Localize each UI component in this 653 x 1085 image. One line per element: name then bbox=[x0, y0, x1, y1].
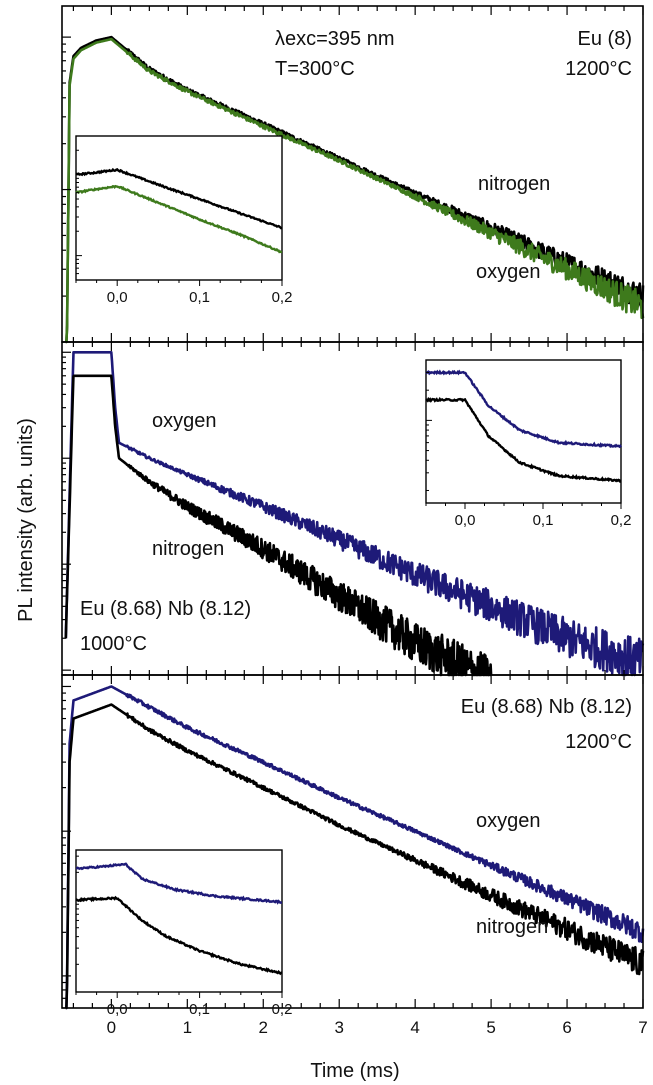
x-tick-label: 2 bbox=[259, 1018, 268, 1037]
x-tick-labels: 0 1 2 3 4 5 6 7 bbox=[107, 1018, 648, 1037]
x-tick-label: 6 bbox=[562, 1018, 571, 1037]
x-tick-label: 7 bbox=[638, 1018, 647, 1037]
series-line-oxygen bbox=[65, 37, 645, 344]
panel-bottom: 0,0 0,1 0,2 bbox=[61, 674, 645, 1018]
inset-x-tick-label: 0,1 bbox=[533, 512, 554, 529]
inset-x-tick-label: 0,0 bbox=[107, 1001, 128, 1018]
panels-group: 0,0 0,1 0,2 0,0 0,1 0,2 0,0 0,1 0,2 0 1 2 3 4 5 6 7 bbox=[61, 5, 648, 1037]
x-tick-label: 3 bbox=[334, 1018, 343, 1037]
inset-series-oxygen bbox=[75, 862, 283, 905]
inset-frame bbox=[75, 849, 283, 993]
inset-series-oxygen bbox=[75, 184, 283, 254]
x-tick-label: 4 bbox=[410, 1018, 419, 1037]
x-tick-label: 0 bbox=[107, 1018, 116, 1037]
inset-x-tick-label: 0,2 bbox=[272, 1001, 293, 1018]
excitation-wavelength-label: λexc=395 nm bbox=[275, 28, 395, 50]
panel-top: 0,0 0,1 0,2 bbox=[61, 5, 645, 344]
inset-series-nitrogen bbox=[75, 167, 282, 230]
inset-x-tick-label: 0,2 bbox=[272, 289, 293, 306]
x-axis-title: Time (ms) bbox=[310, 1060, 399, 1082]
inset-series-nitrogen bbox=[75, 895, 283, 976]
series-label-oxygen-top: oxygen bbox=[476, 261, 541, 283]
series-label-nitrogen-middle: nitrogen bbox=[152, 538, 224, 560]
x-tick-label: 1 bbox=[183, 1018, 192, 1037]
panel-frame bbox=[61, 674, 644, 1009]
series-label-nitrogen-bottom: nitrogen bbox=[476, 916, 548, 938]
inset-middle: 0,0 0,1 0,2 bbox=[425, 359, 632, 529]
panel-middle: 0,0 0,1 0,2 bbox=[61, 341, 645, 677]
inset-x-tick-label: 0,0 bbox=[455, 512, 476, 529]
inset-frame bbox=[75, 135, 283, 281]
series-line-oxygen bbox=[65, 685, 645, 1010]
series-label-nitrogen-top: nitrogen bbox=[478, 173, 550, 195]
inset-x-tick-label: 0,1 bbox=[189, 289, 210, 306]
anneal-temp-label-bottom: 1200°C bbox=[565, 731, 632, 753]
series-label-oxygen-bottom: oxygen bbox=[476, 810, 541, 832]
sample-label-top: Eu (8) bbox=[578, 28, 632, 50]
sample-label-middle: Eu (8.68) Nb (8.12) bbox=[80, 598, 251, 620]
sample-label-bottom: Eu (8.68) Nb (8.12) bbox=[461, 696, 632, 718]
inset-series-nitrogen bbox=[425, 396, 622, 483]
inset-x-tick-label: 0,1 bbox=[189, 1001, 210, 1018]
series-line-oxygen bbox=[64, 351, 645, 677]
x-tick-label: 5 bbox=[486, 1018, 495, 1037]
anneal-temp-label-top: 1200°C bbox=[565, 58, 632, 80]
inset-series-oxygen bbox=[425, 369, 623, 449]
series-line-nitrogen bbox=[65, 703, 645, 1010]
inset-x-tick-label: 0,2 bbox=[611, 512, 632, 529]
inset-top: 0,0 0,1 0,2 bbox=[75, 135, 293, 306]
inset-x-tick-label: 0,0 bbox=[107, 289, 128, 306]
inset-bottom: 0,0 0,1 0,2 bbox=[75, 849, 293, 1018]
y-axis-title: PL intensity (arb. units) bbox=[15, 418, 37, 622]
temperature-label: T=300°C bbox=[275, 58, 355, 80]
anneal-temp-label-middle: 1000°C bbox=[80, 633, 147, 655]
series-label-oxygen-middle: oxygen bbox=[152, 410, 217, 432]
series-line-nitrogen bbox=[64, 374, 493, 677]
